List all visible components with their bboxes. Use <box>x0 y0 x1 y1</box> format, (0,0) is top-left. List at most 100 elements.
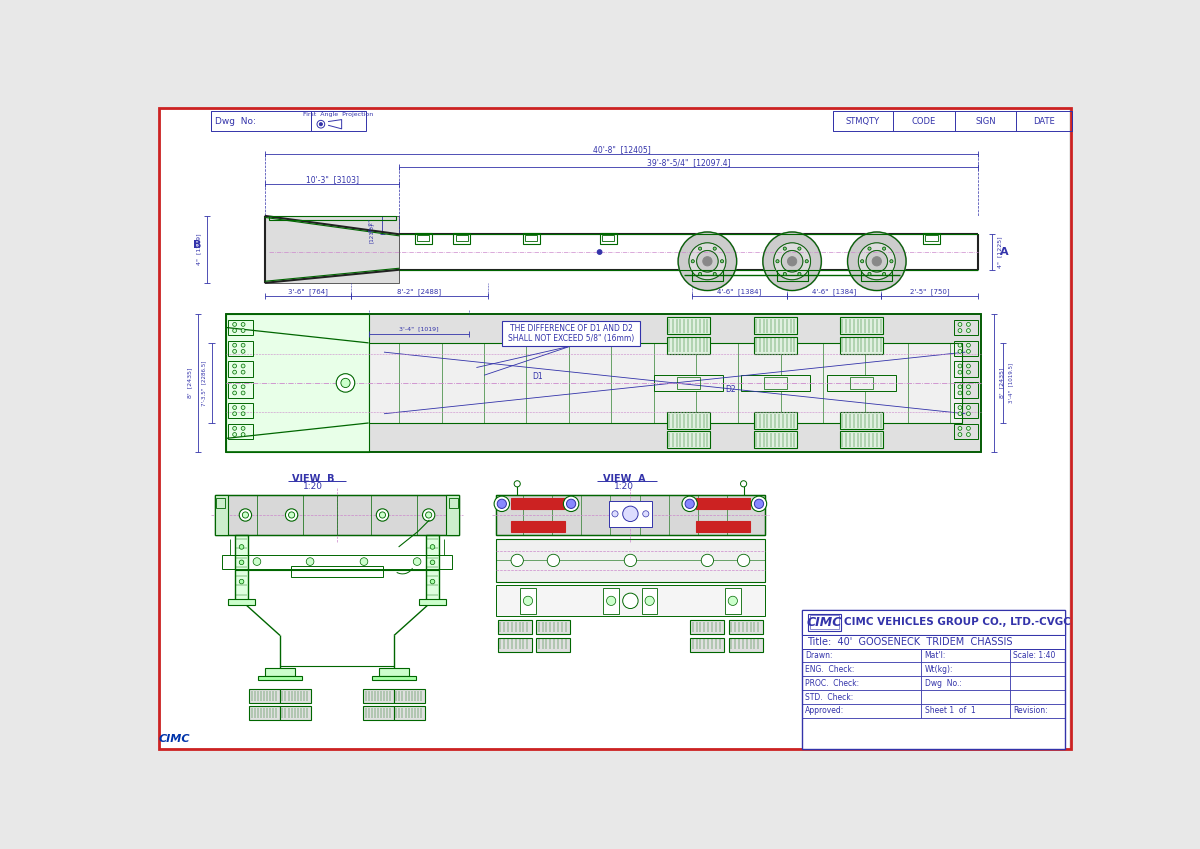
Text: PROC.  Check:: PROC. Check: <box>805 678 859 688</box>
Bar <box>454 233 470 244</box>
Circle shape <box>958 385 962 389</box>
Text: 4"  [1225]: 4" [1225] <box>997 236 1002 267</box>
Circle shape <box>966 385 971 389</box>
Circle shape <box>966 323 971 326</box>
Circle shape <box>751 496 767 511</box>
Circle shape <box>682 496 697 511</box>
Circle shape <box>698 273 702 275</box>
Circle shape <box>798 247 800 250</box>
Circle shape <box>755 499 763 509</box>
Bar <box>215 495 460 536</box>
Bar <box>250 689 280 703</box>
Text: 39'-8"-5/4"  [12097.4]: 39'-8"-5/4" [12097.4] <box>647 158 731 167</box>
Bar <box>954 382 978 397</box>
Text: 1:20: 1:20 <box>304 482 323 492</box>
Circle shape <box>239 509 252 521</box>
Circle shape <box>233 364 236 368</box>
Bar <box>226 313 980 453</box>
Bar <box>642 588 658 614</box>
Circle shape <box>241 364 245 368</box>
Circle shape <box>241 406 245 409</box>
Text: Approved:: Approved: <box>805 706 845 716</box>
Bar <box>862 270 892 280</box>
Text: CIMC: CIMC <box>158 734 191 745</box>
Text: Title:  40'  GOOSENECK  TRIDEM  CHASSIS: Title: 40' GOOSENECK TRIDEM CHASSIS <box>806 637 1013 647</box>
Circle shape <box>233 323 236 326</box>
Bar <box>426 536 439 601</box>
Text: 8'-2"  [2488]: 8'-2" [2488] <box>397 288 442 295</box>
Circle shape <box>966 364 971 368</box>
Circle shape <box>431 579 434 584</box>
Bar <box>258 676 301 680</box>
Text: A: A <box>1000 247 1008 257</box>
Text: STD.  Check:: STD. Check: <box>805 693 853 701</box>
Bar <box>419 599 446 604</box>
Text: ENG.  Check:: ENG. Check: <box>805 665 854 674</box>
Circle shape <box>241 385 245 389</box>
Circle shape <box>713 273 716 275</box>
Circle shape <box>698 247 702 250</box>
Text: 4'-6"  [1384]: 4'-6" [1384] <box>812 288 856 295</box>
Bar <box>498 620 532 634</box>
Circle shape <box>966 426 971 430</box>
Bar <box>394 706 425 720</box>
Bar <box>802 610 1066 635</box>
Bar <box>521 588 535 614</box>
Circle shape <box>784 247 786 250</box>
Circle shape <box>798 273 800 275</box>
Bar <box>840 318 883 335</box>
Text: VIEW  A: VIEW A <box>602 475 646 484</box>
Text: CIMC: CIMC <box>806 616 842 629</box>
Bar <box>364 689 394 703</box>
Bar <box>809 614 841 631</box>
Bar <box>222 554 451 569</box>
Bar <box>269 216 396 221</box>
Circle shape <box>306 558 314 565</box>
Bar <box>364 706 394 720</box>
Circle shape <box>720 260 724 263</box>
Bar <box>536 620 570 634</box>
Circle shape <box>958 426 962 430</box>
Bar <box>290 566 383 577</box>
Circle shape <box>890 260 893 263</box>
Circle shape <box>966 406 971 409</box>
Circle shape <box>872 256 882 266</box>
Bar <box>265 668 295 676</box>
Circle shape <box>241 370 245 374</box>
Circle shape <box>233 426 236 430</box>
Circle shape <box>890 260 893 263</box>
Circle shape <box>241 426 245 430</box>
Bar <box>833 111 1072 131</box>
Text: 1:20: 1:20 <box>614 482 635 492</box>
Bar <box>763 377 787 389</box>
Circle shape <box>763 232 821 290</box>
Circle shape <box>360 558 368 565</box>
Circle shape <box>966 343 971 347</box>
Circle shape <box>241 329 245 333</box>
Circle shape <box>606 596 616 605</box>
Bar <box>666 318 709 335</box>
Bar <box>496 586 766 616</box>
Circle shape <box>713 247 716 250</box>
Bar <box>415 233 432 244</box>
Circle shape <box>691 260 695 263</box>
Bar <box>379 668 409 676</box>
Bar <box>226 313 980 453</box>
Circle shape <box>966 433 971 436</box>
Circle shape <box>713 247 716 250</box>
Text: 4"  [1219]: 4" [1219] <box>197 233 202 265</box>
Text: First  Angle  Projection: First Angle Projection <box>304 112 373 117</box>
Circle shape <box>868 273 871 275</box>
Text: CODE: CODE <box>912 116 936 126</box>
Text: 3'-4"  [1019]: 3'-4" [1019] <box>398 327 438 331</box>
Bar <box>690 620 725 634</box>
Circle shape <box>868 247 871 250</box>
Circle shape <box>798 273 800 275</box>
Circle shape <box>566 499 576 509</box>
Bar <box>368 343 961 423</box>
Text: Revision:: Revision: <box>1013 706 1048 716</box>
Bar <box>654 375 722 391</box>
Circle shape <box>713 273 716 275</box>
Circle shape <box>678 232 737 290</box>
Bar <box>394 689 425 703</box>
